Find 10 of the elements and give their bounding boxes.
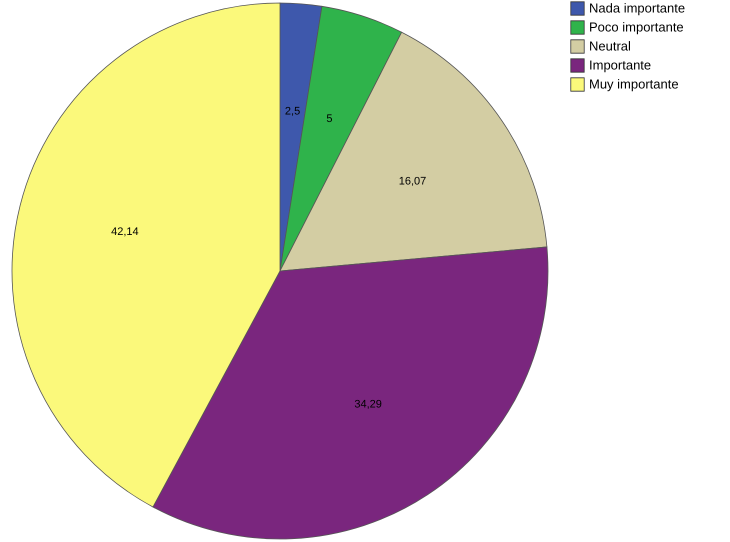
data-label: 2,5 <box>284 105 300 118</box>
data-label: 42,14 <box>111 226 139 238</box>
legend-label: Muy importante <box>589 76 679 92</box>
legend-label: Importante <box>589 58 652 72</box>
legend-label: Neutral <box>589 38 632 54</box>
legend-label: Nada importante <box>589 0 686 16</box>
data-label: 34,29 <box>354 398 382 411</box>
data-label: 5 <box>326 112 333 125</box>
legend-label: Poco importante <box>589 20 684 34</box>
data-label: 16,07 <box>398 175 426 188</box>
